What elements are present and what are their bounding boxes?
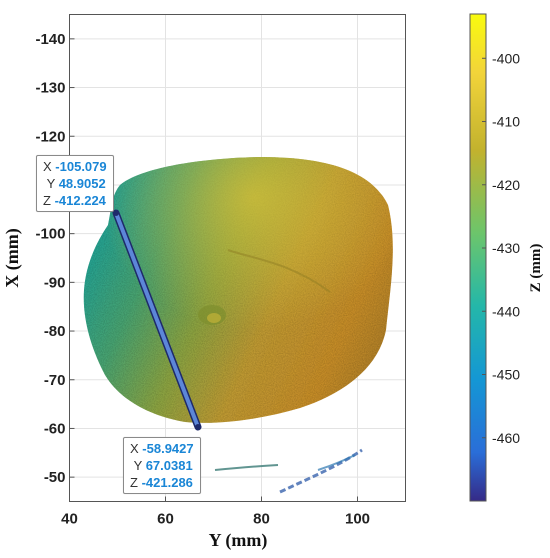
colorbar-tick-label: -420 <box>492 177 520 193</box>
y-tick-label: -80 <box>44 323 66 340</box>
datatip-end-x-value: -58.9427 <box>142 441 194 456</box>
colorbar-tick-label: -400 <box>492 50 520 66</box>
x-axis-label: Y (mm) <box>209 530 268 551</box>
measurement-end-point[interactable] <box>195 424 201 430</box>
x-tick-label: 100 <box>345 511 370 528</box>
colorbar-tick-label: -440 <box>492 303 520 319</box>
colorbar-tick-label: -430 <box>492 240 520 256</box>
y-tick-label: -70 <box>44 372 66 389</box>
y-tick-label: -100 <box>35 226 65 243</box>
colorbar-tick-label: -450 <box>492 367 520 383</box>
datatip-start-x-label: X <box>43 159 52 174</box>
colorbar-tick-label: -410 <box>492 114 520 130</box>
datatip-start-z-label: Z <box>43 193 51 208</box>
colorbar <box>469 13 487 502</box>
y-axis: -140-130-120-110-100-90-80-70-60-50 <box>35 31 75 486</box>
y-tick-label: -60 <box>44 420 66 437</box>
measurement-start-point[interactable] <box>113 210 119 216</box>
datatip-end-z-value: -421.286 <box>141 475 193 490</box>
datatip-end-y-label: Y <box>133 458 143 473</box>
colorbar-label: Z (mm) <box>528 244 544 293</box>
datatip-end-z-label: Z <box>130 475 138 490</box>
datatip-start-y-value: 48.9052 <box>58 176 106 191</box>
colorbar-ticks: -400 -410 -420 -430 -440 -450 -460 <box>482 50 520 446</box>
surface-scan <box>83 157 393 494</box>
x-tick-label: 40 <box>61 511 78 528</box>
datatip-start-x-value: -105.079 <box>55 159 107 174</box>
plot-area-frame <box>69 14 406 502</box>
datatip-end-x-label: X <box>130 441 139 456</box>
colorbar-tick-label: -460 <box>492 430 520 446</box>
datatip-end-y-value: 67.0381 <box>145 458 193 473</box>
y-tick-label: -140 <box>35 31 65 48</box>
datatip-start[interactable]: X -105.079 Y 48.9052 Z -412.224 <box>36 155 114 212</box>
datatip-start-y-label: Y <box>46 176 56 191</box>
measurement-line <box>112 209 202 431</box>
datatip-start-z-value: -412.224 <box>54 193 106 208</box>
y-tick-label: -90 <box>44 274 66 291</box>
x-axis: 40 60 80 100 <box>61 496 370 528</box>
x-tick-label: 60 <box>157 511 174 528</box>
y-tick-label: -130 <box>35 80 65 97</box>
datatip-end[interactable]: X -58.9427 Y 67.0381 Z -421.286 <box>123 437 201 494</box>
y-tick-label: -50 <box>44 469 66 486</box>
y-tick-label: -120 <box>35 128 65 145</box>
x-tick-label: 80 <box>253 511 270 528</box>
y-axis-label: X (mm) <box>2 228 23 287</box>
